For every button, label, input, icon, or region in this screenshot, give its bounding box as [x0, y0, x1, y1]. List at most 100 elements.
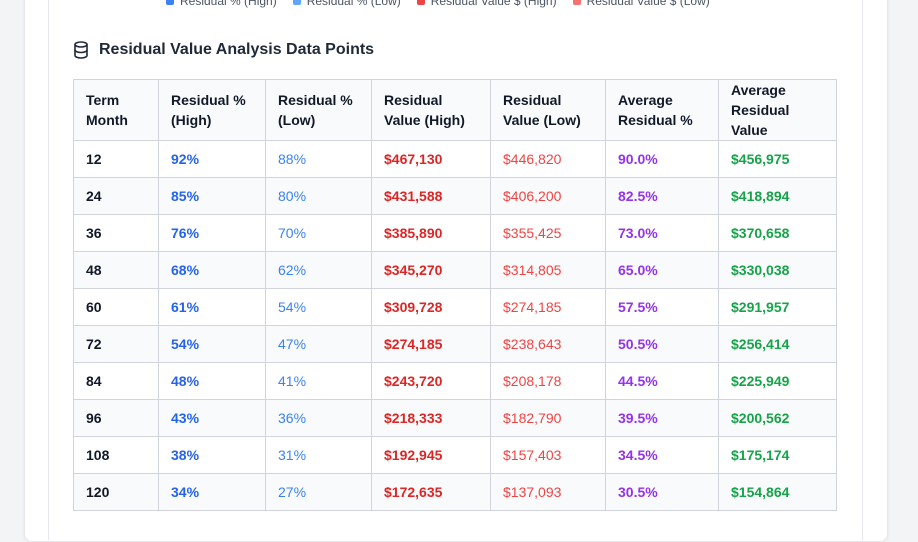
cell-residual-pct-high: 34%: [158, 473, 266, 511]
cell-term: 48: [73, 251, 159, 289]
section-title-text: Residual Value Analysis Data Points: [99, 41, 375, 58]
table-row: 12 92% 88% $467,130 $446,820 90.0% $456,975: [73, 140, 837, 178]
cell-residual-pct-low: 70%: [265, 214, 372, 252]
cell-average-residual-value: $418,894: [718, 177, 837, 215]
cell-residual-value-high: $243,720: [371, 362, 491, 400]
cell-average-residual-value: $456,975: [718, 140, 837, 178]
cell-average-residual-value: $175,174: [718, 436, 837, 474]
cell-residual-value-low: $355,425: [490, 214, 606, 252]
cell-term: 108: [73, 436, 159, 474]
cell-term: 24: [73, 177, 159, 215]
cell-average-residual-pct: 57.5%: [605, 288, 719, 326]
cell-residual-pct-high: 68%: [158, 251, 266, 289]
cell-residual-value-low: $157,403: [490, 436, 606, 474]
cell-average-residual-value: $200,562: [718, 399, 837, 437]
cell-average-residual-pct: 90.0%: [605, 140, 719, 178]
cell-average-residual-pct: 73.0%: [605, 214, 719, 252]
table-row: 96 43% 36% $218,333 $182,790 39.5% $200,562: [73, 399, 837, 437]
legend-swatch: [416, 0, 425, 5]
cell-residual-value-high: $467,130: [371, 140, 491, 178]
section-title: Residual Value Analysis Data Points: [73, 41, 374, 59]
cell-residual-value-low: $137,093: [490, 473, 606, 511]
cell-residual-value-low: $182,790: [490, 399, 606, 437]
table-row: 36 76% 70% $385,890 $355,425 73.0% $370,658: [73, 214, 837, 252]
legend-item-residual-value-high[interactable]: Residual Value $ (High): [416, 0, 557, 8]
cell-residual-value-high: $431,588: [371, 177, 491, 215]
chart-legend: Residual % (High) Residual % (Low) Resid…: [166, 0, 710, 8]
cell-average-residual-pct: 82.5%: [605, 177, 719, 215]
cell-average-residual-value: $370,658: [718, 214, 837, 252]
cell-residual-pct-high: 76%: [158, 214, 266, 252]
cell-average-residual-pct: 34.5%: [605, 436, 719, 474]
cell-residual-pct-high: 38%: [158, 436, 266, 474]
database-icon: [74, 41, 88, 59]
legend-item-residual-value-low[interactable]: Residual Value $ (Low): [572, 0, 710, 8]
cell-residual-pct-low: 36%: [265, 399, 372, 437]
header-average-residual-value: Average Residual Value: [718, 79, 837, 141]
cell-residual-pct-low: 88%: [265, 140, 372, 178]
cell-residual-pct-high: 85%: [158, 177, 266, 215]
legend-label: Residual Value $ (High): [430, 0, 557, 8]
legend-label: Residual % (High): [180, 0, 277, 8]
legend-label: Residual Value $ (Low): [586, 0, 710, 8]
table-row: 108 38% 31% $192,945 $157,403 34.5% $175,174: [73, 436, 837, 474]
header-residual-value-low: Residual Value (Low): [490, 79, 606, 141]
cell-residual-value-low: $406,200: [490, 177, 606, 215]
residual-data-table: Term Month Residual % (High) Residual % (Lo…: [73, 79, 837, 511]
cell-average-residual-pct: 44.5%: [605, 362, 719, 400]
cell-term: 36: [73, 214, 159, 252]
legend-item-residual-pct-low[interactable]: Residual % (Low): [292, 0, 401, 8]
cell-term: 60: [73, 288, 159, 326]
legend-label: Residual % (Low): [306, 0, 401, 8]
cell-average-residual-value: $154,864: [718, 473, 837, 511]
cell-residual-pct-low: 47%: [265, 325, 372, 363]
legend-swatch: [166, 0, 174, 5]
cell-residual-value-high: $345,270: [371, 251, 491, 289]
cell-residual-value-low: $446,820: [490, 140, 606, 178]
cell-average-residual-value: $256,414: [718, 325, 837, 363]
cell-residual-pct-high: 48%: [158, 362, 266, 400]
cell-residual-pct-low: 54%: [265, 288, 372, 326]
table-row: 24 85% 80% $431,588 $406,200 82.5% $418,894: [73, 177, 837, 215]
cell-residual-pct-low: 62%: [265, 251, 372, 289]
cell-residual-value-low: $274,185: [490, 288, 606, 326]
cell-average-residual-value: $330,038: [718, 251, 837, 289]
header-residual-pct-low: Residual % (Low): [265, 79, 372, 141]
cell-average-residual-pct: 39.5%: [605, 399, 719, 437]
cell-residual-pct-high: 43%: [158, 399, 266, 437]
cell-term: 12: [73, 140, 159, 178]
cell-residual-pct-high: 54%: [158, 325, 266, 363]
cell-residual-value-high: $172,635: [371, 473, 491, 511]
table-header-row: Term Month Residual % (High) Residual % (Lo…: [73, 79, 837, 141]
cell-residual-pct-low: 41%: [265, 362, 372, 400]
cell-term: 72: [73, 325, 159, 363]
cell-average-residual-pct: 50.5%: [605, 325, 719, 363]
table-row: 72 54% 47% $274,185 $238,643 50.5% $256,414: [73, 325, 837, 363]
cell-residual-value-high: $309,728: [371, 288, 491, 326]
cell-average-residual-pct: 65.0%: [605, 251, 719, 289]
cell-term: 96: [73, 399, 159, 437]
cell-residual-value-high: $274,185: [371, 325, 491, 363]
legend-swatch: [292, 0, 301, 5]
cell-residual-value-high: $385,890: [371, 214, 491, 252]
cell-residual-value-low: $314,805: [490, 251, 606, 289]
cell-residual-value-high: $218,333: [371, 399, 491, 437]
cell-residual-pct-low: 27%: [265, 473, 372, 511]
cell-residual-value-low: $238,643: [490, 325, 606, 363]
header-average-residual-pct: Average Residual %: [605, 79, 719, 141]
cell-residual-pct-low: 80%: [265, 177, 372, 215]
cell-term: 84: [73, 362, 159, 400]
table-row: 120 34% 27% $172,635 $137,093 30.5% $154,864: [73, 473, 837, 511]
cell-residual-value-high: $192,945: [371, 436, 491, 474]
legend-item-residual-pct-high[interactable]: Residual % (High): [166, 0, 277, 8]
cell-residual-pct-high: 92%: [158, 140, 266, 178]
header-term-month: Term Month: [73, 79, 159, 141]
cell-average-residual-pct: 30.5%: [605, 473, 719, 511]
table-row: 60 61% 54% $309,728 $274,185 57.5% $291,957: [73, 288, 837, 326]
cell-residual-pct-high: 61%: [158, 288, 266, 326]
cell-average-residual-value: $225,949: [718, 362, 837, 400]
cell-term: 120: [73, 473, 159, 511]
header-residual-pct-high: Residual % (High): [158, 79, 266, 141]
cell-residual-value-low: $208,178: [490, 362, 606, 400]
cell-average-residual-value: $291,957: [718, 288, 837, 326]
